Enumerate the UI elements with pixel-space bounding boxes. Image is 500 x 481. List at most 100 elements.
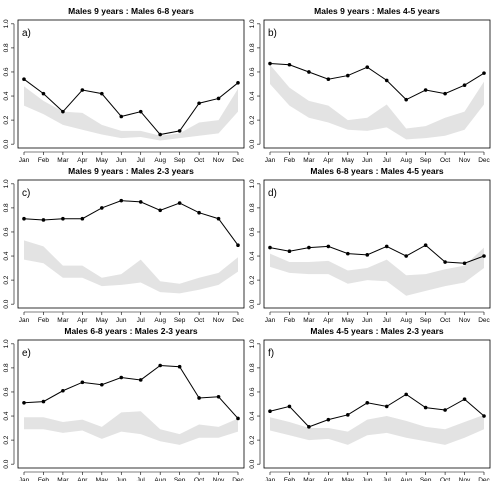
x-tick-label: Dec <box>232 477 244 481</box>
data-point <box>268 245 272 250</box>
x-tick-label: Jul <box>383 157 392 164</box>
plot-frame <box>17 339 245 469</box>
y-tick-label: 1.0 <box>249 339 256 348</box>
data-point <box>346 73 350 78</box>
data-point <box>268 61 272 66</box>
x-tick-label: Apr <box>77 317 88 324</box>
x-tick-label: Apr <box>77 157 88 164</box>
panel-title: Males 9 years : Males 4-5 years <box>314 6 440 16</box>
y-tick-label: 0.4 <box>249 411 256 420</box>
data-point <box>197 396 201 400</box>
x-tick-label: Jul <box>137 157 146 164</box>
data-point <box>462 261 467 266</box>
data-point <box>482 71 486 75</box>
data-point <box>404 97 408 102</box>
data-point <box>197 210 201 215</box>
y-tick-label: 0.8 <box>249 203 256 212</box>
x-tick-label: Apr <box>323 317 334 324</box>
data-point <box>100 91 104 96</box>
x-tick-label: Jan <box>19 157 30 164</box>
data-point <box>177 364 182 369</box>
series-line <box>269 63 485 101</box>
series-line <box>23 200 239 246</box>
data-point <box>404 254 408 258</box>
panel-6: Males 4-5 years : Males 2-3 years f) Jan Fe… <box>249 326 491 481</box>
x-tick-label: May <box>342 157 355 164</box>
data-point <box>365 65 370 69</box>
data-point <box>268 409 272 414</box>
x-tick-label: Mar <box>303 477 315 481</box>
data-point <box>158 132 162 137</box>
data-point <box>326 244 331 249</box>
x-tick-label: Oct <box>440 317 450 324</box>
series-line <box>269 393 485 428</box>
x-tick-label: Sep <box>420 157 432 164</box>
data-point <box>80 216 85 221</box>
data-point <box>61 109 65 114</box>
x-tick-label: Apr <box>77 477 88 481</box>
x-tick-label: Aug <box>400 477 412 481</box>
data-point <box>287 404 292 409</box>
y-tick-label: 0.6 <box>249 67 256 76</box>
data-point <box>216 216 221 221</box>
y-tick-label: 0.4 <box>3 91 10 100</box>
data-point <box>404 392 408 397</box>
data-point <box>482 254 486 258</box>
x-tick-label: Jan <box>265 477 276 481</box>
plot-frame <box>263 19 491 149</box>
data-point <box>346 413 350 417</box>
x-tick-label: Jun <box>116 477 127 481</box>
data-point <box>61 216 65 221</box>
data-point <box>307 70 311 74</box>
panel-1: Males 9 years : Males 6-8 years a) Jan Feb M… <box>3 6 245 164</box>
data-point <box>138 109 143 114</box>
panel-4: Males 6-8 years : Males 4-5 years d) Jan Fe… <box>249 166 491 324</box>
x-tick-label: Aug <box>154 317 166 324</box>
data-point <box>119 114 124 119</box>
null-band <box>24 411 238 445</box>
x-tick-label: Oct <box>194 477 204 481</box>
y-tick-label: 0.0 <box>3 139 10 148</box>
y-tick-label: 0.2 <box>3 115 10 124</box>
x-tick-label: Nov <box>213 317 225 324</box>
x-tick-label: Feb <box>38 157 50 164</box>
null-band <box>270 414 484 445</box>
y-tick-label: 0.8 <box>3 363 10 372</box>
y-tick-label: 0.4 <box>249 91 256 100</box>
data-point <box>326 77 331 81</box>
data-point <box>158 363 162 368</box>
null-band <box>270 64 484 140</box>
x-tick-label: Jul <box>137 477 146 481</box>
x-tick-label: Mar <box>303 317 315 324</box>
x-tick-label: Jan <box>265 317 276 324</box>
data-point <box>423 405 428 410</box>
x-tick-label: Aug <box>400 317 412 324</box>
x-tick-label: Nov <box>459 317 471 324</box>
data-point <box>100 382 104 387</box>
panel-label: c) <box>22 188 30 199</box>
series-line <box>269 244 485 264</box>
x-tick-label: Aug <box>154 157 166 164</box>
data-point <box>177 129 182 133</box>
x-tick-label: Mar <box>57 157 69 164</box>
x-tick-label: Aug <box>154 477 166 481</box>
y-tick-label: 0.4 <box>249 251 256 260</box>
panel-label: d) <box>268 188 277 199</box>
y-tick-label: 0.0 <box>249 459 256 468</box>
x-tick-label: Feb <box>284 157 296 164</box>
panel-title: Males 9 years : Males 6-8 years <box>68 6 194 16</box>
y-tick-label: 0.0 <box>249 139 256 148</box>
y-tick-label: 0.2 <box>249 275 256 284</box>
data-point <box>443 408 447 412</box>
data-point <box>307 425 311 429</box>
data-point <box>384 244 389 249</box>
x-tick-label: May <box>96 157 109 164</box>
x-tick-label: Jun <box>116 317 127 324</box>
data-point <box>287 249 292 254</box>
data-point <box>384 78 389 83</box>
data-point <box>80 88 85 92</box>
data-point <box>236 243 240 247</box>
y-tick-label: 0.6 <box>249 227 256 236</box>
x-tick-label: Apr <box>323 157 334 164</box>
